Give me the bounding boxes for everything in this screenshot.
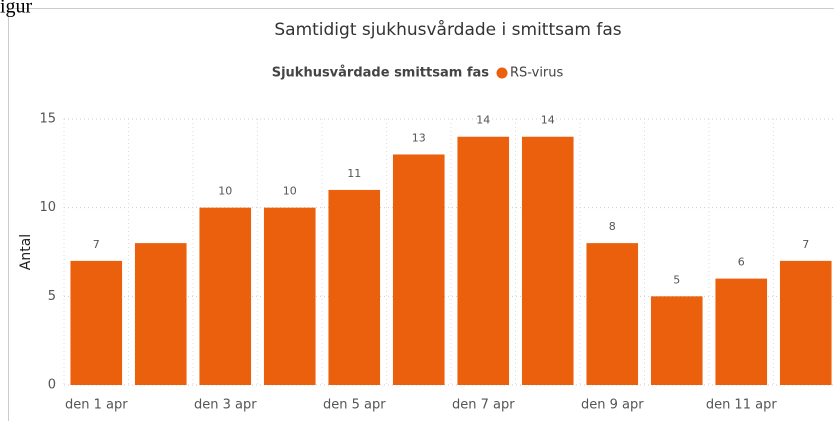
- x-tick-label: den 5 apr: [323, 398, 386, 413]
- data-label: 14: [476, 114, 490, 127]
- chart-title: Samtidigt sjukhusvårdade i smittsam fas: [274, 19, 621, 40]
- legend-marker: [496, 67, 508, 79]
- bar: [586, 243, 639, 385]
- legend-title: Sjukhusvårdade smittsam fas: [272, 66, 490, 81]
- x-tick-label: den 9 apr: [581, 398, 644, 413]
- data-label: 8: [609, 220, 616, 233]
- bar: [199, 207, 252, 385]
- data-label: 11: [347, 167, 361, 180]
- data-label: 7: [93, 238, 100, 251]
- x-tick-label: den 11 apr: [706, 398, 778, 413]
- y-tick-label: 15: [39, 112, 56, 127]
- legend-label: RS-virus: [510, 66, 564, 81]
- bar: [650, 296, 703, 385]
- caption: igur: [0, 0, 33, 18]
- y-tick-label: 10: [39, 200, 56, 215]
- x-tick-label: den 3 apr: [194, 398, 257, 413]
- bar: [715, 278, 768, 385]
- bar: [70, 260, 123, 385]
- data-label: 6: [738, 256, 745, 269]
- data-label: 10: [218, 185, 232, 198]
- chart-frame: [8, 8, 834, 421]
- data-label: 13: [412, 131, 426, 144]
- bar: [134, 243, 187, 385]
- bar: [779, 260, 832, 385]
- y-tick-label: 0: [48, 378, 56, 393]
- bar: [263, 207, 316, 385]
- y-tick-label: 5: [48, 289, 56, 304]
- data-label: 7: [802, 238, 809, 251]
- data-label: 14: [541, 114, 555, 127]
- bar: [457, 136, 510, 385]
- x-tick-label: den 7 apr: [452, 398, 515, 413]
- data-label: 5: [673, 273, 680, 286]
- y-axis-label: Antal: [18, 234, 34, 270]
- x-tick-label: den 1 apr: [65, 398, 128, 413]
- bar: [328, 189, 381, 385]
- bar: [521, 136, 574, 385]
- bar: [392, 154, 445, 385]
- data-label: 10: [283, 185, 297, 198]
